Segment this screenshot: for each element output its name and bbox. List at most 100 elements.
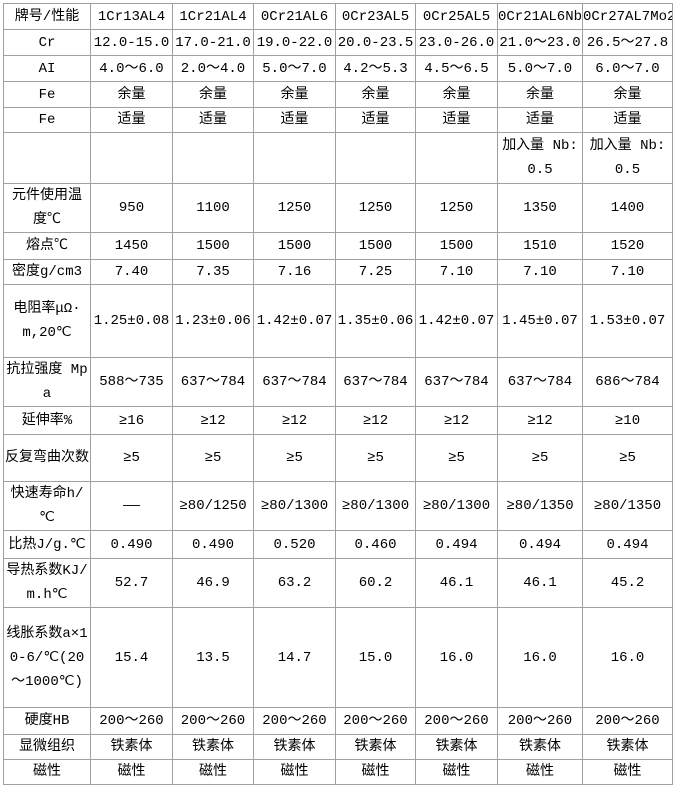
table-cell: 0.490 (90, 530, 173, 559)
table-row: 线胀系数a×10-6/℃(20～1000℃) 15.4 13.5 14.7 15.0 16… (3, 607, 673, 708)
table-cell: 15.0 (335, 607, 416, 708)
table-cell: ≥80/1300 (335, 481, 416, 531)
table-cell: 4.2～5.3 (335, 55, 416, 82)
table-cell: 余量 (335, 81, 416, 108)
table-cell: 适量 (172, 107, 254, 133)
table-cell: 适量 (90, 107, 173, 133)
row-label: 显微组织 (3, 734, 91, 760)
table-cell: ≥5 (253, 434, 336, 482)
table-cell: 7.10 (415, 259, 498, 285)
table-cell: 1.42±0.07 (415, 284, 498, 358)
table-cell: 1500 (415, 232, 498, 260)
table-cell: 适量 (582, 107, 673, 133)
row-label: 元件使用温度℃ (3, 183, 91, 233)
table-row: AI 4.0～6.0 2.0～4.0 5.0～7.0 4.2～5.3 4.5～6.5 5.0… (3, 55, 673, 82)
table-cell: 铁素体 (253, 734, 336, 760)
row-label: AI (3, 55, 91, 82)
table-cell: ≥5 (497, 434, 583, 482)
row-label: 熔点℃ (3, 232, 91, 260)
table-cell: 45.2 (582, 558, 673, 608)
table-cell (172, 132, 254, 184)
table-cell (415, 132, 498, 184)
header-row: 牌号/性能 1Cr13AL4 1Cr21AL4 0Cr21AL6 0Cr23AL5 0Cr… (3, 3, 673, 30)
table-cell: 余量 (90, 81, 173, 108)
table-cell: ≥12 (172, 406, 254, 435)
table-row: 电阻率μΩ· m,20℃ 1.25±0.08 1.23±0.06 1.42±0.07 1… (3, 284, 673, 358)
table-cell: 磁性 (497, 759, 583, 785)
table-cell: 铁素体 (582, 734, 673, 760)
table-cell: ≥16 (90, 406, 173, 435)
row-label (3, 132, 91, 184)
table-cell: 6.0～7.0 (582, 55, 673, 82)
table-cell: 加入量 Nb:0.5 (582, 132, 673, 184)
row-label: Fe (3, 81, 91, 108)
row-label: 抗拉强度 Mpa (3, 357, 91, 407)
table-cell: 铁素体 (415, 734, 498, 760)
table-cell: ≥10 (582, 406, 673, 435)
row-label: 磁性 (3, 759, 91, 785)
table-cell: 637～784 (415, 357, 498, 407)
table-cell: 14.7 (253, 607, 336, 708)
table-cell: ≥80/1300 (415, 481, 498, 531)
table-cell: 20.0-23.5 (335, 29, 416, 56)
table-cell: 26.5～27.8 (582, 29, 673, 56)
table-cell: 63.2 (253, 558, 336, 608)
table-row: 磁性 磁性 磁性 磁性 磁性 磁性 磁性 磁性 (3, 759, 673, 785)
table-row: Fe 适量 适量 适量 适量 适量 适量 适量 (3, 107, 673, 133)
table-cell: 46.1 (415, 558, 498, 608)
table-cell: 1250 (415, 183, 498, 233)
row-label: 电阻率μΩ· m,20℃ (3, 284, 91, 358)
table-cell: 46.1 (497, 558, 583, 608)
table-cell: 铁素体 (172, 734, 254, 760)
table-cell: 16.0 (582, 607, 673, 708)
table-cell: 2.0～4.0 (172, 55, 254, 82)
table-cell: ≥5 (90, 434, 173, 482)
table-cell: 637～784 (253, 357, 336, 407)
header-grade: 0Cr21AL6 (253, 3, 336, 30)
table-cell: 5.0～7.0 (497, 55, 583, 82)
header-grade: 1Cr21AL4 (172, 3, 254, 30)
table-cell: 余量 (253, 81, 336, 108)
row-label: Cr (3, 29, 91, 56)
table-row: 抗拉强度 Mpa 588～735 637～784 637～784 637～784 637～… (3, 357, 673, 407)
table-row: 导热系数KJ/m.h℃ 52.7 46.9 63.2 60.2 46.1 46.1 45.2 (3, 558, 673, 608)
table-cell: 52.7 (90, 558, 173, 608)
table-cell: 7.25 (335, 259, 416, 285)
row-label: 快速寿命h/℃ (3, 481, 91, 531)
table-cell: 7.40 (90, 259, 173, 285)
table-cell: ≥5 (415, 434, 498, 482)
table-cell: 637～784 (497, 357, 583, 407)
table-cell: ≥12 (253, 406, 336, 435)
table-cell: 1510 (497, 232, 583, 260)
table-cell: 17.0-21.0 (172, 29, 254, 56)
table-cell: 1.35±0.06 (335, 284, 416, 358)
table-cell: ≥80/1250 (172, 481, 254, 531)
table-cell: 余量 (415, 81, 498, 108)
table-cell: 7.35 (172, 259, 254, 285)
table-cell: 磁性 (582, 759, 673, 785)
table-cell: 适量 (253, 107, 336, 133)
header-grade: 0Cr21AL6Nb (497, 3, 583, 30)
table-cell: ≥5 (582, 434, 673, 482)
table-cell: ≥5 (335, 434, 416, 482)
table-cell: 1.53±0.07 (582, 284, 673, 358)
header-grade: 1Cr13AL4 (90, 3, 173, 30)
table-cell: 5.0～7.0 (253, 55, 336, 82)
table-cell: 686～784 (582, 357, 673, 407)
table-row: 加入量 Nb:0.5 加入量 Nb:0.5 (3, 132, 673, 184)
table-cell: 0.490 (172, 530, 254, 559)
table-row: 元件使用温度℃ 950 1100 1250 1250 1250 1350 1400 (3, 183, 673, 233)
table-cell: ≥80/1300 (253, 481, 336, 531)
table-cell: 588～735 (90, 357, 173, 407)
alloy-properties-table: 牌号/性能 1Cr13AL4 1Cr21AL4 0Cr21AL6 0Cr23AL5 0Cr… (3, 3, 673, 785)
table-cell: 950 (90, 183, 173, 233)
table-cell: 200～260 (172, 707, 254, 735)
table-cell (90, 132, 173, 184)
table-row: 显微组织 铁素体 铁素体 铁素体 铁素体 铁素体 铁素体 铁素体 (3, 734, 673, 760)
header-grade-property: 牌号/性能 (3, 3, 91, 30)
table-cell: 铁素体 (497, 734, 583, 760)
table-cell: 1.45±0.07 (497, 284, 583, 358)
table-cell: ≥12 (335, 406, 416, 435)
table-cell: 21.0～23.0 (497, 29, 583, 56)
table-cell: 60.2 (335, 558, 416, 608)
